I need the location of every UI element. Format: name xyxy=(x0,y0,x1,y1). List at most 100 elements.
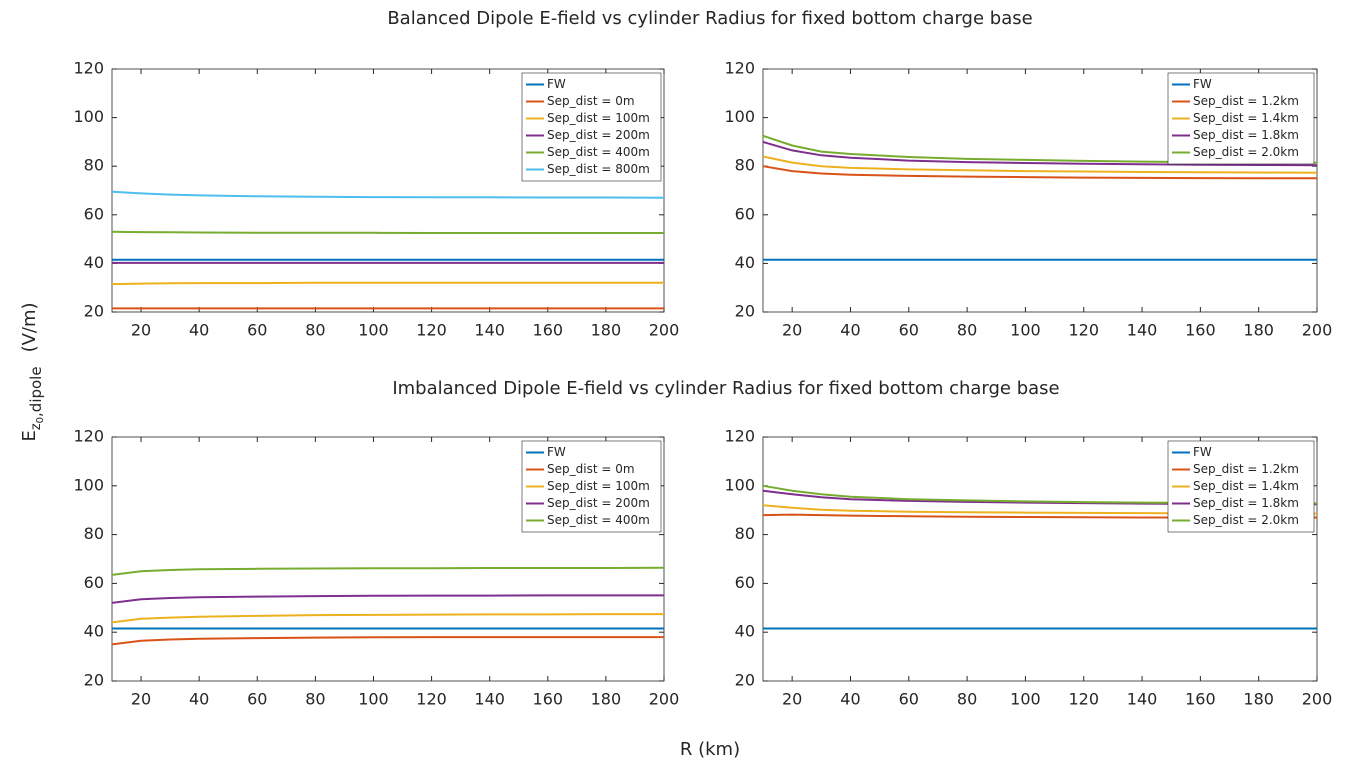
y-label-sub: z xyxy=(29,423,44,430)
y-tick-label: 120 xyxy=(73,427,104,446)
y-tick-label: 100 xyxy=(724,475,755,494)
x-tick-label: 140 xyxy=(474,321,505,340)
x-tick-label: 80 xyxy=(957,690,977,709)
y-label-tail: ,dipole xyxy=(27,366,45,417)
x-axis-label: R (km) xyxy=(680,739,740,760)
x-tick-label: 40 xyxy=(840,321,860,340)
legend-label: Sep_dist = 1.4km xyxy=(1193,479,1299,493)
legend-label: FW xyxy=(547,445,566,459)
x-tick-label: 120 xyxy=(1068,690,1099,709)
x-tick-label: 40 xyxy=(840,690,860,709)
x-tick-label: 80 xyxy=(957,321,977,340)
series-line xyxy=(111,281,664,286)
y-tick-label: 20 xyxy=(84,302,104,321)
series-line xyxy=(111,636,664,646)
legend-box xyxy=(1167,440,1315,533)
y-tick-label: 80 xyxy=(84,524,104,543)
legend-box xyxy=(521,440,662,533)
x-tick-label: 180 xyxy=(591,321,622,340)
legend-label: Sep_dist = 400m xyxy=(547,145,650,159)
legend-label: FW xyxy=(547,77,566,91)
y-tick-label: 100 xyxy=(724,107,755,126)
legend-label: Sep_dist = 400m xyxy=(547,513,650,527)
x-tick-label: 160 xyxy=(1185,690,1216,709)
y-tick-label: 120 xyxy=(73,59,104,78)
x-tick-label: 120 xyxy=(416,321,447,340)
legend-label: Sep_dist = 0m xyxy=(547,462,635,476)
x-tick-label: 140 xyxy=(474,690,505,709)
y-label-base: E xyxy=(19,430,40,441)
series-line xyxy=(762,155,1318,174)
y-axis-label: Ez0,dipole (V/m) xyxy=(19,302,46,441)
series-line xyxy=(111,566,665,576)
y-tick-label: 60 xyxy=(84,204,104,223)
legend-label: Sep_dist = 200m xyxy=(547,496,650,510)
y-tick-label: 40 xyxy=(735,253,755,272)
y-tick-label: 40 xyxy=(735,622,755,641)
x-tick-label: 40 xyxy=(189,690,209,709)
y-tick-label: 20 xyxy=(84,671,104,690)
legend-label: Sep_dist = 100m xyxy=(547,479,650,493)
series-line xyxy=(111,613,664,624)
legend-label: Sep_dist = 0m xyxy=(547,94,635,108)
legend-label: Sep_dist = 800m xyxy=(547,162,650,176)
legend-label: Sep_dist = 2.0km xyxy=(1193,145,1299,159)
series-line xyxy=(762,165,1317,180)
x-tick-label: 60 xyxy=(247,321,267,340)
series-line xyxy=(111,190,665,199)
x-tick-label: 20 xyxy=(131,321,151,340)
y-tick-label: 100 xyxy=(73,107,104,126)
y-tick-label: 40 xyxy=(84,253,104,272)
y-tick-label: 60 xyxy=(735,573,755,592)
x-tick-label: 160 xyxy=(533,321,564,340)
x-tick-label: 100 xyxy=(1010,321,1041,340)
y-tick-label: 80 xyxy=(84,156,104,175)
legend-label: Sep_dist = 1.2km xyxy=(1193,94,1299,108)
x-tick-label: 60 xyxy=(247,690,267,709)
x-tick-label: 60 xyxy=(899,321,919,340)
x-tick-label: 20 xyxy=(131,690,151,709)
x-tick-label: 160 xyxy=(1185,321,1216,340)
x-tick-label: 140 xyxy=(1127,321,1158,340)
legend-label: Sep_dist = 200m xyxy=(547,128,650,142)
row-title: Imbalanced Dipole E-field vs cylinder Ra… xyxy=(392,378,1059,399)
x-tick-label: 180 xyxy=(1243,321,1274,340)
x-tick-label: 200 xyxy=(649,321,680,340)
y-tick-label: 20 xyxy=(735,302,755,321)
series-line xyxy=(111,230,664,234)
y-tick-label: 40 xyxy=(84,622,104,641)
legend-box xyxy=(1167,72,1315,165)
legend-label: Sep_dist = 1.8km xyxy=(1193,128,1299,142)
y-tick-label: 80 xyxy=(735,156,755,175)
legend-label: Sep_dist = 1.4km xyxy=(1193,111,1299,125)
y-label-subsub: 0 xyxy=(35,417,46,423)
x-tick-label: 140 xyxy=(1127,690,1158,709)
y-tick-label: 80 xyxy=(735,524,755,543)
legend-label: Sep_dist = 2.0km xyxy=(1193,513,1299,527)
series-line xyxy=(762,140,1318,167)
y-tick-label: 120 xyxy=(724,427,755,446)
y-tick-label: 60 xyxy=(84,573,104,592)
x-tick-label: 100 xyxy=(358,321,389,340)
legend-label: FW xyxy=(1193,445,1212,459)
row-title: Balanced Dipole E-field vs cylinder Radi… xyxy=(387,8,1032,29)
y-tick-label: 100 xyxy=(73,475,104,494)
x-tick-label: 20 xyxy=(782,321,802,340)
series-line xyxy=(111,594,664,604)
x-tick-label: 100 xyxy=(1010,690,1041,709)
x-tick-label: 160 xyxy=(533,690,564,709)
legend-label: Sep_dist = 1.8km xyxy=(1193,496,1299,510)
legend-label: Sep_dist = 100m xyxy=(547,111,650,125)
y-tick-label: 120 xyxy=(724,59,755,78)
legend-box xyxy=(521,72,662,182)
x-tick-label: 180 xyxy=(1243,690,1274,709)
y-tick-label: 20 xyxy=(735,671,755,690)
x-tick-label: 80 xyxy=(305,690,325,709)
x-tick-label: 120 xyxy=(1068,321,1099,340)
x-tick-label: 100 xyxy=(358,690,389,709)
y-tick-label: 60 xyxy=(735,204,755,223)
x-tick-label: 40 xyxy=(189,321,209,340)
legend-label: FW xyxy=(1193,77,1212,91)
x-tick-label: 200 xyxy=(1302,321,1333,340)
